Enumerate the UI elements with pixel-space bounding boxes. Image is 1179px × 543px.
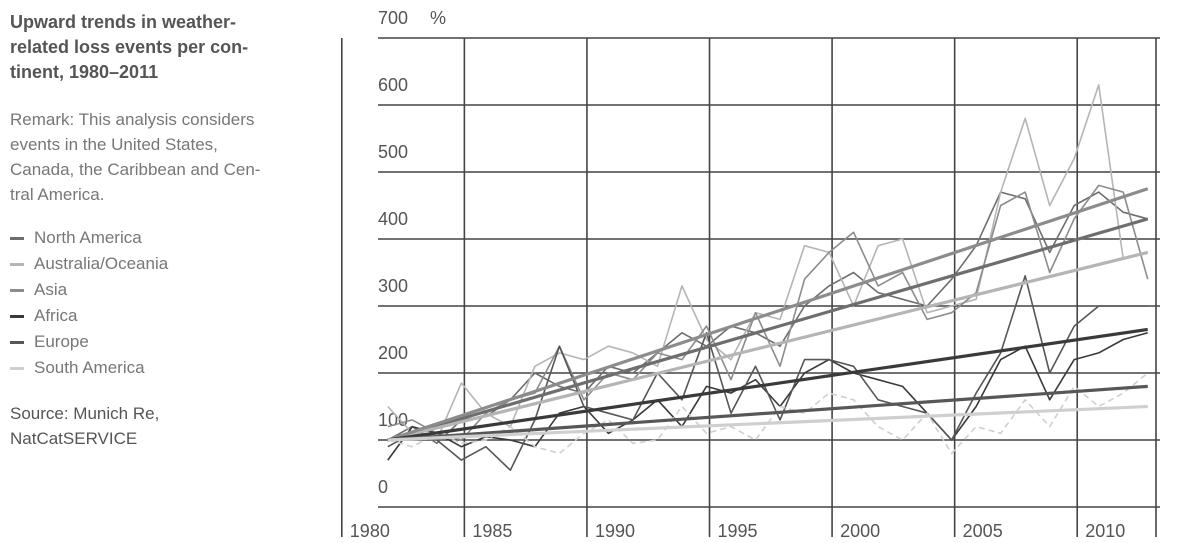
- x-tick-label: 1995: [718, 521, 758, 541]
- y-tick-label: 400: [378, 209, 408, 229]
- x-tick-label: 1990: [595, 521, 635, 541]
- trend-line-asia: [388, 189, 1148, 440]
- x-tick-label: 1980: [350, 521, 390, 541]
- series-line-africa: [388, 333, 1148, 460]
- x-tick-label: 2000: [840, 521, 880, 541]
- y-unit-label: %: [430, 8, 446, 28]
- y-tick-label: 0: [378, 477, 388, 497]
- series-line-australia-oceania: [388, 85, 1148, 440]
- y-tick-label: 600: [378, 75, 408, 95]
- y-tick-label: 200: [378, 343, 408, 363]
- y-tick-label: 700: [378, 8, 408, 28]
- y-tick-label: 500: [378, 142, 408, 162]
- x-tick-label: 2010: [1085, 521, 1125, 541]
- trend-line-north-america: [388, 219, 1148, 440]
- y-tick-label: 300: [378, 276, 408, 296]
- x-tick-label: 2005: [963, 521, 1003, 541]
- x-tick-label: 1985: [472, 521, 512, 541]
